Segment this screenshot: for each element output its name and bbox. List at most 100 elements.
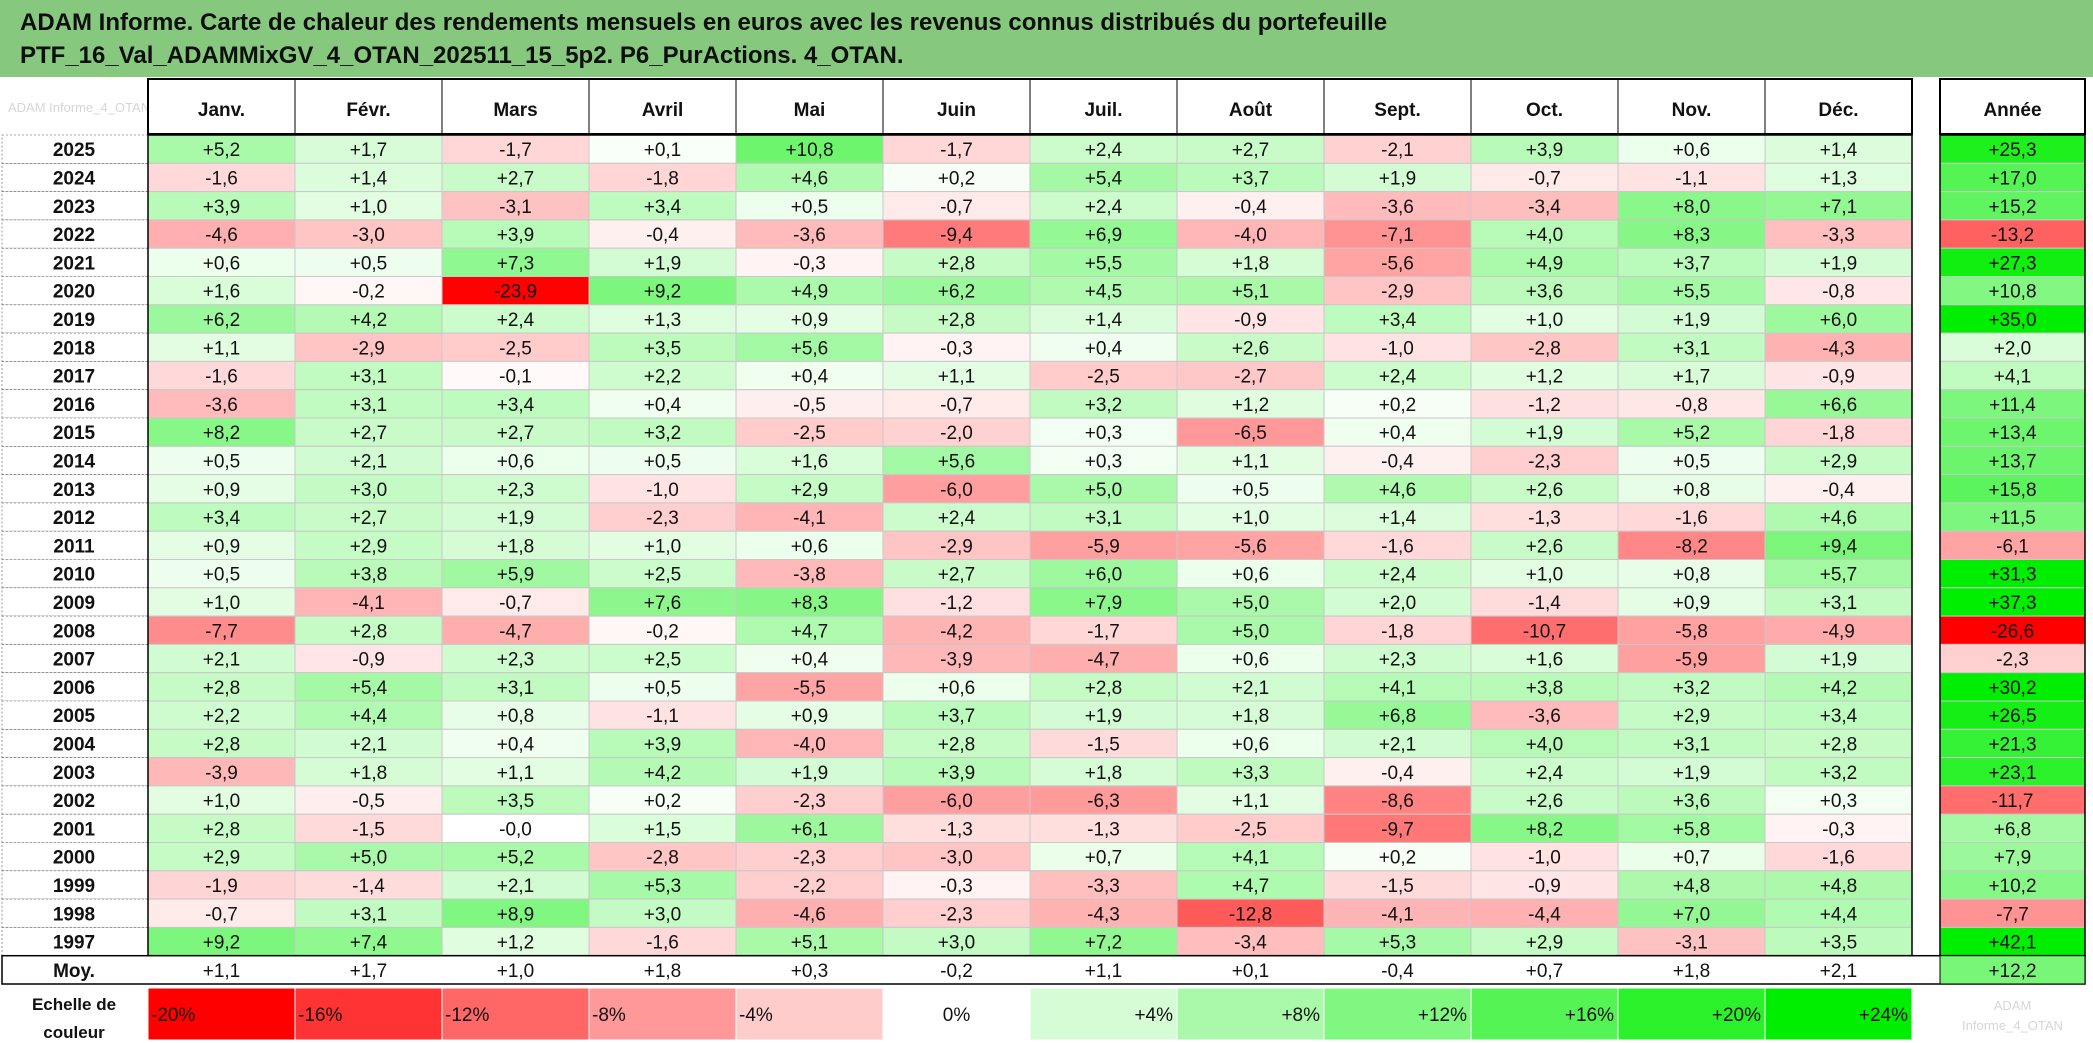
cell-value-2021-8: +1,8 [1232,253,1270,274]
annual-value-2010: +31,3 [1988,565,2036,586]
cell-2006-12 [1764,672,1913,702]
cell-value-2009-4: +7,6 [644,593,682,614]
cell-2003-3 [441,757,590,787]
cell-1999-3 [441,870,590,900]
cell-value-2001-5: +6,1 [791,819,829,840]
cell-value-2018-4: +3,5 [644,338,682,359]
cell-2003-5 [735,757,884,787]
cell-value-2018-12: -4,3 [1822,338,1855,359]
cell-value-2006-8: +2,1 [1232,678,1270,699]
cell-value-2013-1: +0,9 [203,480,241,501]
cell-value-2007-9: +2,3 [1379,650,1417,671]
cell-value-2015-6: -2,0 [940,423,973,444]
cell-2001-3 [441,813,590,844]
cell-2024-11 [1617,162,1766,193]
column-header-5: Mai [794,100,826,121]
cell-2003-10 [1470,757,1619,787]
cell-2004-6 [882,728,1031,759]
cell-value-2006-1: +2,8 [203,678,241,699]
cell-value-2006-9: +4,1 [1379,678,1417,699]
cell-value-2010-11: +0,8 [1673,565,1711,586]
cell-2024-9 [1323,162,1472,193]
cell-value-2008-1: -7,7 [205,621,238,642]
cell-2000-11 [1617,842,1766,872]
cell-2013-3 [441,474,590,504]
cell-value-2001-11: +5,8 [1673,819,1711,840]
annual-cell-2003 [1939,757,2086,787]
cell-value-2022-8: -4,0 [1234,225,1267,246]
cell-value-2000-6: -3,0 [940,848,973,869]
cell-value-2005-4: -1,1 [646,706,679,727]
row-label-1999: 1999 [53,876,95,897]
cell-value-2016-3: +3,4 [497,395,535,416]
cell-2010-2 [294,559,443,589]
cell-1998-11 [1617,898,1766,928]
cell-value-2019-4: +1,3 [644,310,682,331]
cell-value-2012-10: -1,3 [1528,508,1561,529]
cell-value-2014-7: +0,3 [1085,451,1123,472]
cell-value-2002-6: -6,0 [940,791,973,812]
cell-2021-1 [147,247,296,277]
cell-value-2007-8: +0,6 [1232,650,1270,671]
cell-value-2020-10: +3,6 [1526,282,1564,303]
cell-value-2024-12: +1,3 [1820,168,1858,189]
column-header-3: Mars [493,100,537,121]
cell-value-2009-8: +5,0 [1232,593,1270,614]
cell-value-2020-7: +4,5 [1085,282,1123,303]
cell-value-1998-12: +4,4 [1820,904,1858,925]
cell-value-2006-12: +4,2 [1820,678,1858,699]
cell-value-2007-6: -3,9 [940,650,973,671]
cell-value-2002-5: -2,3 [793,791,826,812]
cell-2000-5 [735,842,884,872]
cell-value-2019-10: +1,0 [1526,310,1564,331]
cell-value-2011-11: -8,2 [1675,536,1708,557]
cell-value-1998-5: -4,6 [793,904,826,925]
cell-2010-6 [882,559,1031,589]
cell-value-2005-7: +1,9 [1085,706,1123,727]
annual-value-2002: -11,7 [1992,791,2034,812]
cell-2008-6 [882,615,1031,645]
cell-value-2017-5: +0,4 [791,367,829,388]
cell-2009-10 [1470,587,1619,617]
cell-value-2003-6: +3,9 [938,763,976,784]
row-label-cell [1,191,149,221]
cell-value-2001-10: +8,2 [1526,819,1564,840]
cell-2001-9 [1323,813,1472,844]
cell-value-2005-10: -3,6 [1528,706,1561,727]
cell-value-2000-5: -2,3 [793,848,826,869]
cell-value-2011-12: +9,4 [1820,536,1858,557]
cell-2002-6 [882,785,1031,815]
cell-value-2023-12: +7,1 [1820,197,1858,218]
cell-2004-12 [1764,728,1913,759]
cell-value-2006-7: +2,8 [1085,678,1123,699]
cell-value-2013-6: -6,0 [940,480,973,501]
cell-value-2008-11: -5,8 [1675,621,1708,642]
column-header-annual: Année [1983,100,2041,121]
scale-label-1: -20% [151,1005,195,1026]
scale-label-9: +12% [1418,1005,1467,1026]
cell-1997-6 [882,926,1031,957]
cell-value-2023-3: -3,1 [499,197,532,218]
cell-2020-5 [735,276,884,306]
cell-2015-8 [1176,417,1325,447]
cell-value-2024-2: +1,4 [350,168,388,189]
cell-value-2004-10: +4,0 [1526,734,1564,755]
annual-value-1998: -7,7 [1996,904,2029,925]
row-label-1997: 1997 [53,933,95,954]
cell-1999-12 [1764,870,1913,900]
cell-value-1997-4: -1,6 [646,933,679,954]
average-annual-cell [1939,955,2086,985]
cell-value-2008-2: +2,8 [350,621,388,642]
cell-value-2015-10: +1,9 [1526,423,1564,444]
cell-value-2010-3: +5,9 [497,565,535,586]
cell-value-2025-7: +2,4 [1085,140,1123,161]
cell-value-2005-11: +2,9 [1673,706,1711,727]
row-label-cell [1,785,149,815]
cell-2016-5 [735,389,884,419]
average-value-5: +0,3 [791,961,829,982]
cell-2018-3 [441,332,590,362]
row-label-cell [1,247,149,277]
cell-value-2000-10: -1,0 [1528,848,1561,869]
column-header-1: Janv. [198,100,245,121]
cell-2025-4 [588,134,737,164]
